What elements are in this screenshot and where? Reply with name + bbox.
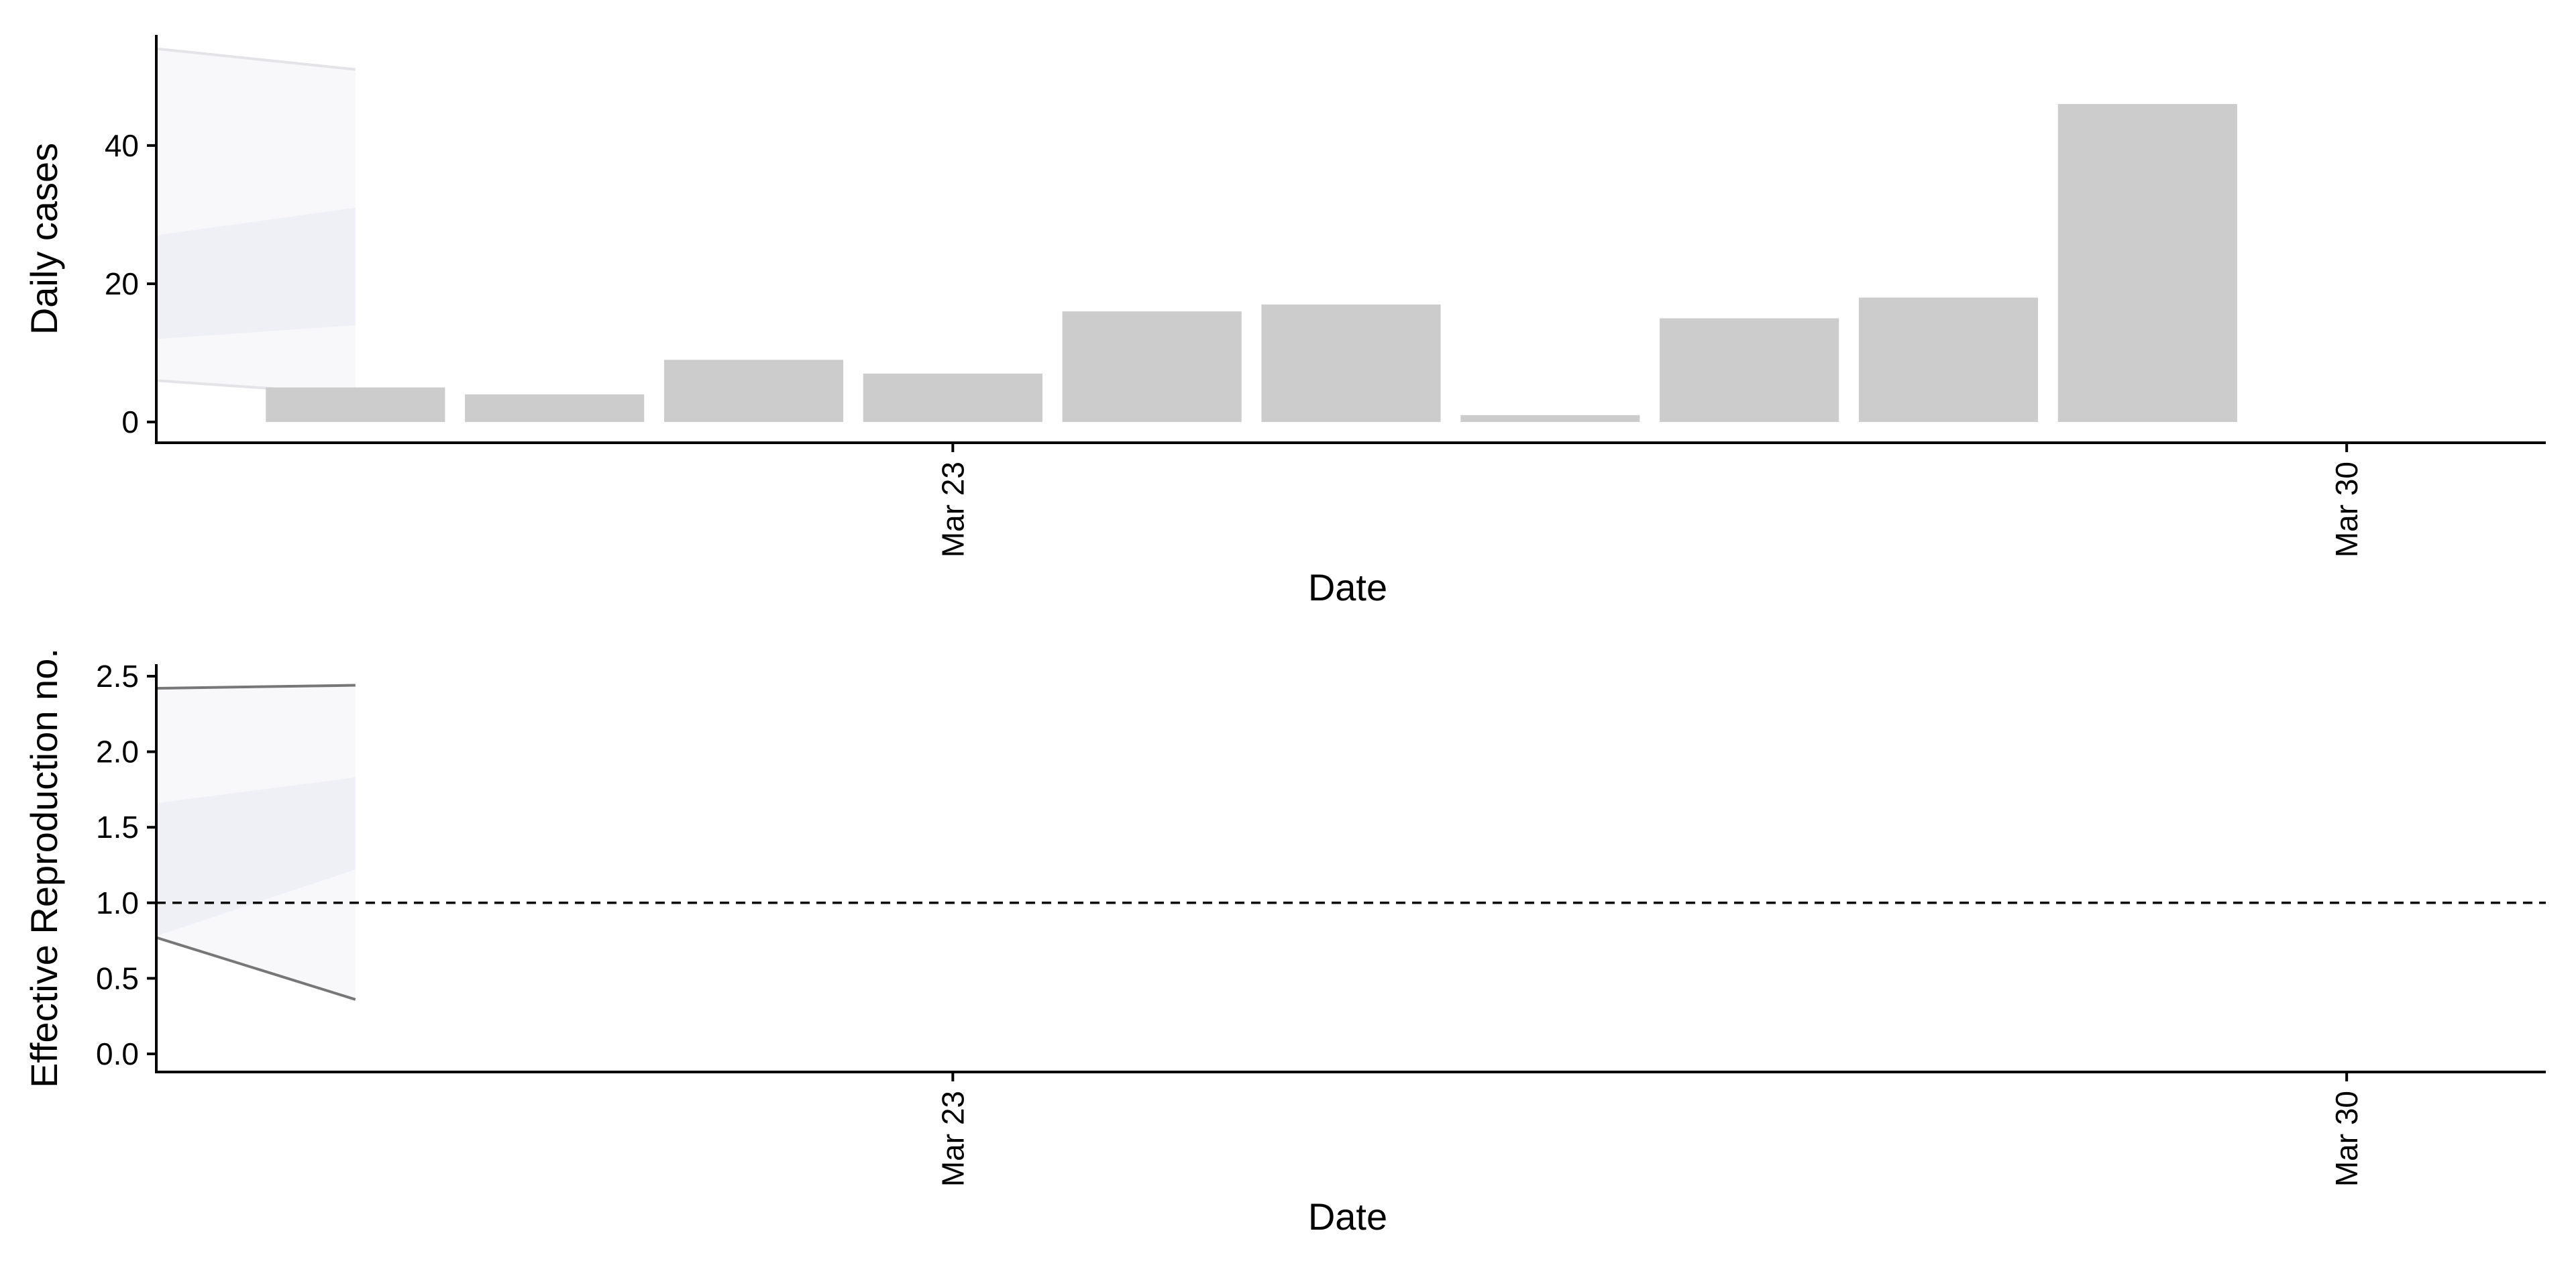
band-upper-edge xyxy=(156,47,356,71)
x-tick-label: Mar 30 xyxy=(2329,462,2364,557)
x-tick-label: Mar 23 xyxy=(935,1091,970,1187)
y-tick-label: 2.5 xyxy=(96,659,139,694)
bar-2020-03-29 xyxy=(2057,104,2237,423)
y-axis-title: Effective Reproduction no. xyxy=(23,648,65,1088)
band-upper-edge xyxy=(156,684,356,690)
y-tick-label: 0.5 xyxy=(96,961,139,996)
bar-2020-03-25 xyxy=(1261,304,1441,423)
band-lower-edge xyxy=(156,936,356,1001)
bar-2020-03-24 xyxy=(1062,311,1242,423)
y-tick-label: 2.0 xyxy=(96,735,139,769)
y-tick-label: 40 xyxy=(105,128,139,163)
bar-2020-03-22 xyxy=(663,360,844,423)
bar-2020-03-20 xyxy=(266,387,445,423)
bar-2020-03-27 xyxy=(1660,318,1839,423)
x-axis-title: Date xyxy=(1308,566,1387,608)
bar-2020-03-21 xyxy=(465,394,645,423)
bar-2020-03-26 xyxy=(1460,415,1640,423)
y-axis-title: Daily cases xyxy=(23,143,65,335)
bar-2020-03-23 xyxy=(863,373,1042,423)
y-tick-label: 0.0 xyxy=(96,1036,139,1071)
inner-credible-band xyxy=(156,207,356,339)
bar-2020-03-28 xyxy=(1858,297,2039,423)
y-tick-label: 1.5 xyxy=(96,810,139,845)
x-tick-label: Mar 30 xyxy=(2329,1091,2364,1187)
y-tick-label: 1.0 xyxy=(96,885,139,920)
x-axis-title: Date xyxy=(1308,1195,1387,1238)
x-tick-label: Mar 23 xyxy=(935,462,970,557)
reproduction-number-panel: 0.0 0.5 1.0 1.5 2.0 2.5 Mar 23 Mar 30 Date Effect… xyxy=(23,648,2546,1238)
inner-credible-band xyxy=(156,777,356,936)
daily-cases-panel: 0 20 40 Mar 23 Mar 30 Date Daily cases xyxy=(23,35,2546,608)
y-tick-label: 0 xyxy=(121,405,139,439)
y-tick-label: 20 xyxy=(105,266,139,301)
